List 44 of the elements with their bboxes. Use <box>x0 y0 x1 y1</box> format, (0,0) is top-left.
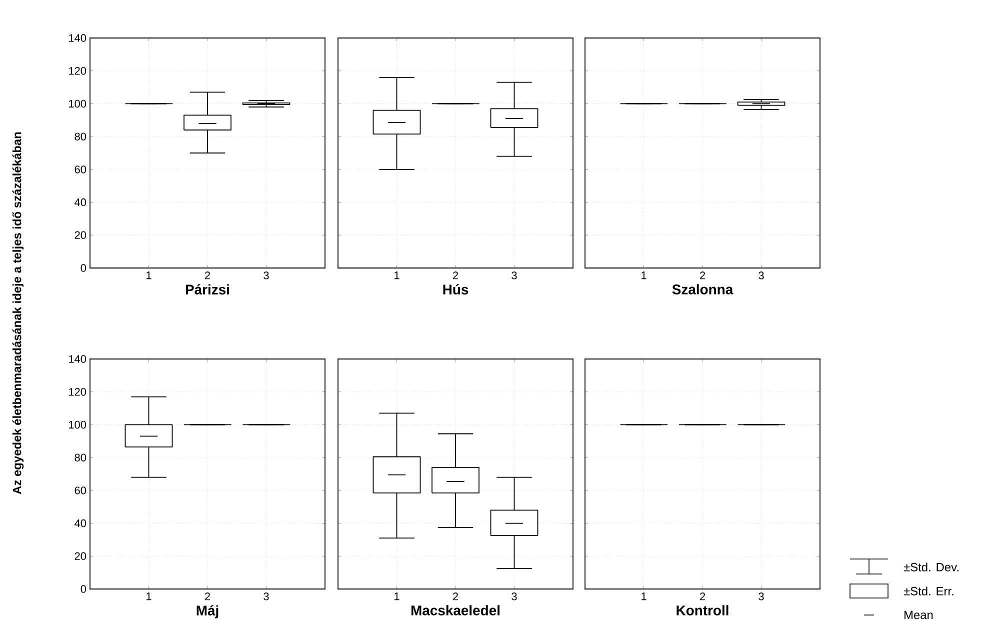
y-tick-label: 100 <box>69 100 86 108</box>
x-axis-title: Macskaeledel <box>411 605 500 616</box>
x-axis-title: Párizsi <box>186 284 229 294</box>
text: ±Std. Err. <box>904 586 954 596</box>
y-tick-label: 40 <box>74 519 86 528</box>
y-tick-label: 80 <box>74 454 86 462</box>
x-tick-label: 2 <box>700 592 706 600</box>
text: ±Std. Dev. <box>904 562 958 572</box>
y-tick-label: 140 <box>69 355 86 363</box>
y-tick-label: 60 <box>74 486 86 494</box>
x-axis-title: Szalonna <box>672 284 734 294</box>
x-tick-label: 2 <box>453 272 458 280</box>
x-tick-label: 2 <box>205 592 210 600</box>
x-tick-label: 1 <box>394 272 400 280</box>
x-tick-label: 1 <box>146 272 152 280</box>
y-tick-label: 140 <box>69 34 86 42</box>
x-axis-title: Hús <box>443 284 468 294</box>
y-tick-label: 80 <box>74 132 86 140</box>
x-tick-label: 1 <box>394 592 400 600</box>
x-tick-label: 2 <box>205 272 210 280</box>
y-tick-label: 60 <box>74 166 86 174</box>
x-tick-label: 3 <box>264 592 269 600</box>
x-tick-label: 3 <box>512 592 517 600</box>
x-tick-label: 3 <box>758 272 764 280</box>
y-tick-label: 120 <box>69 66 86 75</box>
y-tick-label: 20 <box>74 231 86 240</box>
x-tick-label: 3 <box>758 592 764 600</box>
x-tick-label: 2 <box>453 592 458 600</box>
y-tick-label: 0 <box>80 264 86 272</box>
x-tick-label: 3 <box>512 272 517 280</box>
y-tick-label: 0 <box>80 585 86 593</box>
text: Mean <box>904 610 933 620</box>
x-tick-label: 3 <box>264 272 269 280</box>
y-tick-label: 100 <box>69 420 86 429</box>
x-tick-label: 1 <box>642 592 646 600</box>
y-axis-title: Az egyedek életbenmaradásának ideje a teljes idő százalékában <box>12 132 24 494</box>
y-tick-label: 40 <box>74 198 86 206</box>
x-axis-title: Kontroll <box>676 605 728 616</box>
x-tick-label: 1 <box>146 592 152 600</box>
y-tick-label: 120 <box>69 388 86 396</box>
x-tick-label: 1 <box>642 272 646 280</box>
x-tick-label: 2 <box>700 272 706 280</box>
y-tick-label: 20 <box>74 552 86 560</box>
x-axis-title: Máj <box>196 605 218 618</box>
